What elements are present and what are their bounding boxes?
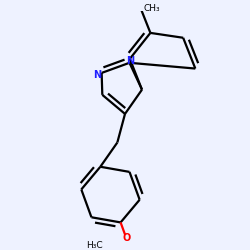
Text: N: N [93, 70, 101, 80]
Text: H₃C: H₃C [86, 241, 103, 250]
Text: N: N [126, 56, 134, 66]
Text: O: O [122, 233, 130, 243]
Text: CH₃: CH₃ [143, 4, 160, 13]
